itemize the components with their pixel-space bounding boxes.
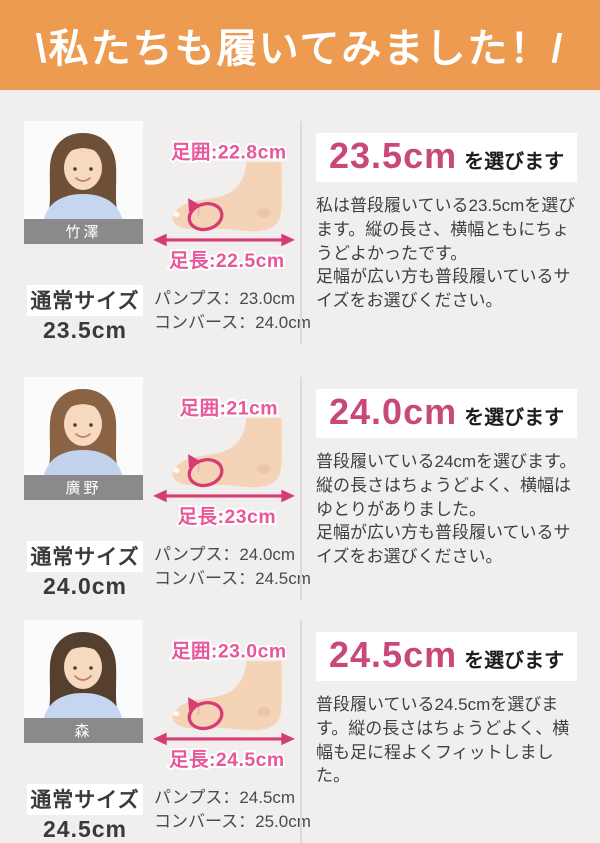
tester-portrait <box>24 377 143 475</box>
chooses-suffix: を選びます <box>464 151 565 173</box>
normal-size-value: 24.0cm <box>42 573 127 599</box>
avatar-shirt <box>44 450 122 475</box>
tester-left-column: 竹澤 足囲:22.8cm <box>24 121 311 344</box>
shoe-sizes: パンプス：24.0cm コンバース：24.5cm <box>154 541 311 591</box>
normal-size-block: 通常サイズ 24.0cm <box>24 541 146 600</box>
avatar <box>24 377 142 475</box>
tester-row: 廣野 足囲:21cm <box>24 377 588 600</box>
vertical-divider <box>300 121 302 344</box>
foot-illustration <box>172 418 282 488</box>
foot-length-arrow <box>153 489 295 503</box>
converse-size: コンバース：24.5cm <box>154 569 311 589</box>
foot-girth-label: 足囲:23.0cm <box>171 640 287 662</box>
foot-length-arrow <box>153 233 295 247</box>
foot-length-arrow <box>153 732 295 746</box>
tester-name-label: 廣野 <box>24 475 143 500</box>
avatar-face <box>64 645 102 689</box>
normal-size-label: 通常サイズ <box>27 541 143 572</box>
shoe-sizes: パンプス：23.0cm コンバース：24.0cm <box>154 285 311 335</box>
chooses-suffix: を選びます <box>464 407 565 429</box>
avatar <box>24 620 142 718</box>
tester-right-column: 24.5cm を選びます 普段履いている24.5cmを選びます。縦の長さはちょうど… <box>302 620 588 843</box>
converse-size: コンバース：24.0cm <box>154 313 311 333</box>
foot-length-label: 足長:22.5cm <box>169 250 285 271</box>
chosen-size-value: 24.5cm <box>329 634 458 675</box>
tester-comment: 普段履いている24cmを選びます。縦の長さはちょうどよく、横幅はゆとりがありまし… <box>316 452 577 567</box>
tester-row: 森 足囲:23.0cm <box>24 620 588 843</box>
avatar-shirt <box>44 693 122 718</box>
normal-size-label: 通常サイズ <box>27 285 143 316</box>
avatar-shirt <box>44 194 122 219</box>
chosen-size-box: 24.0cm を選びます <box>316 389 578 438</box>
tester-name-label: 竹澤 <box>24 219 143 244</box>
chosen-size-value: 24.0cm <box>329 391 458 432</box>
pumps-size: パンプス：24.5cm <box>154 788 296 807</box>
tester-right-column: 23.5cm を選びます 私は普段履いている23.5cmを選びます。縦の長さ、横幅… <box>302 121 588 344</box>
chosen-size-box: 23.5cm を選びます <box>316 133 578 182</box>
tester-left-column: 廣野 足囲:21cm <box>24 377 311 600</box>
foot-length-label: 足長:24.5cm <box>169 749 285 770</box>
tester-photo: 竹澤 <box>24 121 143 271</box>
avatar-bangs <box>59 391 107 416</box>
pumps-size: パンプス：24.0cm <box>154 545 296 564</box>
chooses-suffix: を選びます <box>464 650 565 672</box>
tester-portrait <box>24 620 143 718</box>
normal-size-value: 24.5cm <box>42 816 127 842</box>
tester-photo: 廣野 <box>24 377 143 527</box>
content: 竹澤 足囲:22.8cm <box>0 121 600 843</box>
pumps-size: パンプス：23.0cm <box>154 289 296 308</box>
foot-girth-label: 足囲:21cm <box>180 397 278 419</box>
tester-right-column: 24.0cm を選びます 普段履いている24cmを選びます。縦の長さはちょうどよく… <box>302 377 588 600</box>
avatar-bangs <box>59 135 107 160</box>
foot-measurement-diagram: 足囲:23.0cm <box>151 632 297 770</box>
avatar-bangs <box>59 634 107 659</box>
page-title: \私たちも履いてみました！/ <box>35 27 565 71</box>
header-banner: \私たちも履いてみました！/ <box>0 0 600 90</box>
foot-illustration <box>172 162 282 232</box>
avatar-face <box>64 146 102 190</box>
chosen-size-box: 24.5cm を選びます <box>316 632 578 681</box>
avatar <box>24 121 142 219</box>
tester-comment: 私は普段履いている23.5cmを選びます。縦の長さ、横幅ともにちょうどよかったで… <box>316 196 576 311</box>
foot-illustration <box>172 661 282 731</box>
vertical-divider <box>300 377 302 600</box>
tester-photo: 森 <box>24 620 143 770</box>
shoe-sizes: パンプス：24.5cm コンバース：25.0cm <box>154 784 311 834</box>
tester-comment: 普段履いている24.5cmを選びます。縦の長さはちょうどよく、横幅も足に程よくフ… <box>316 695 570 786</box>
foot-measurement-diagram: 足囲:21cm <box>151 389 297 527</box>
normal-size-value: 23.5cm <box>42 317 127 343</box>
normal-size-label: 通常サイズ <box>27 784 143 815</box>
foot-measurement-diagram: 足囲:22.8cm <box>151 133 297 271</box>
normal-size-block: 通常サイズ 23.5cm <box>24 285 146 344</box>
chosen-size-value: 23.5cm <box>329 135 458 176</box>
tester-row: 竹澤 足囲:22.8cm <box>24 121 588 344</box>
tester-left-column: 森 足囲:23.0cm <box>24 620 311 843</box>
avatar-face <box>64 402 102 446</box>
tester-portrait <box>24 121 143 219</box>
normal-size-block: 通常サイズ 24.5cm <box>24 784 146 843</box>
tester-name-label: 森 <box>24 718 143 743</box>
vertical-divider <box>300 620 302 843</box>
foot-length-label: 足長:23cm <box>178 506 276 527</box>
foot-girth-label: 足囲:22.8cm <box>171 141 287 163</box>
converse-size: コンバース：25.0cm <box>154 812 311 832</box>
